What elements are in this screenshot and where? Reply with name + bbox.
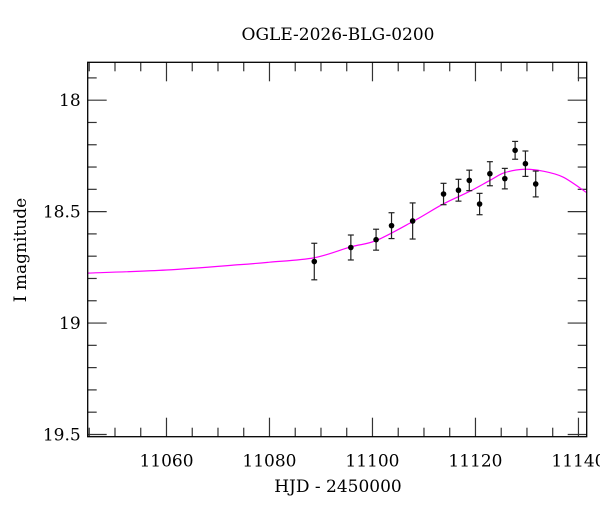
point-marker <box>512 147 518 154</box>
data-point <box>476 192 483 216</box>
point-marker <box>487 170 493 177</box>
y-tick-label: 18.5 <box>43 203 81 223</box>
chart-title: OGLE-2026-BLG-0200 <box>242 25 435 45</box>
data-point <box>440 182 447 206</box>
data-points-group <box>311 140 539 281</box>
x-tick-label: 11140 <box>551 452 600 472</box>
model-curve-group <box>87 168 588 274</box>
data-point <box>311 242 318 281</box>
point-marker <box>466 177 473 184</box>
point-marker <box>409 218 416 224</box>
data-point <box>466 169 473 192</box>
x-tick-label: 11120 <box>448 452 502 472</box>
x-tick-label: 11060 <box>139 452 193 472</box>
data-point <box>512 140 519 160</box>
tick-labels: 11060 11080 11100 11120 11140 18 18.5 19 19.5 <box>43 91 600 472</box>
x-tick-label: 11100 <box>345 452 399 472</box>
data-point <box>501 167 508 190</box>
y-axis-label: I magnitude <box>11 198 31 302</box>
point-marker <box>476 201 483 207</box>
point-marker <box>388 222 395 229</box>
data-point <box>409 202 416 240</box>
point-marker <box>311 258 318 265</box>
point-marker <box>522 160 529 167</box>
x-tick-label: 11080 <box>242 452 296 472</box>
data-point <box>388 212 395 240</box>
y-tick-label: 19.5 <box>43 425 81 445</box>
model-curve <box>87 168 588 274</box>
y-tick-label: 19 <box>59 314 81 334</box>
plot-frame <box>87 61 588 438</box>
data-point <box>455 178 462 202</box>
y-tick-label: 18 <box>59 91 81 111</box>
axis-ticks <box>87 62 587 437</box>
data-point <box>347 234 354 261</box>
point-marker <box>373 236 379 243</box>
point-marker <box>348 244 354 251</box>
point-marker <box>440 191 447 197</box>
point-marker <box>532 181 539 187</box>
data-point <box>373 228 380 251</box>
data-point <box>486 161 493 187</box>
data-point <box>522 150 529 178</box>
point-marker <box>455 187 462 194</box>
point-marker <box>502 175 508 182</box>
data-point <box>532 170 539 198</box>
x-axis-label: HJD - 2450000 <box>274 477 402 497</box>
